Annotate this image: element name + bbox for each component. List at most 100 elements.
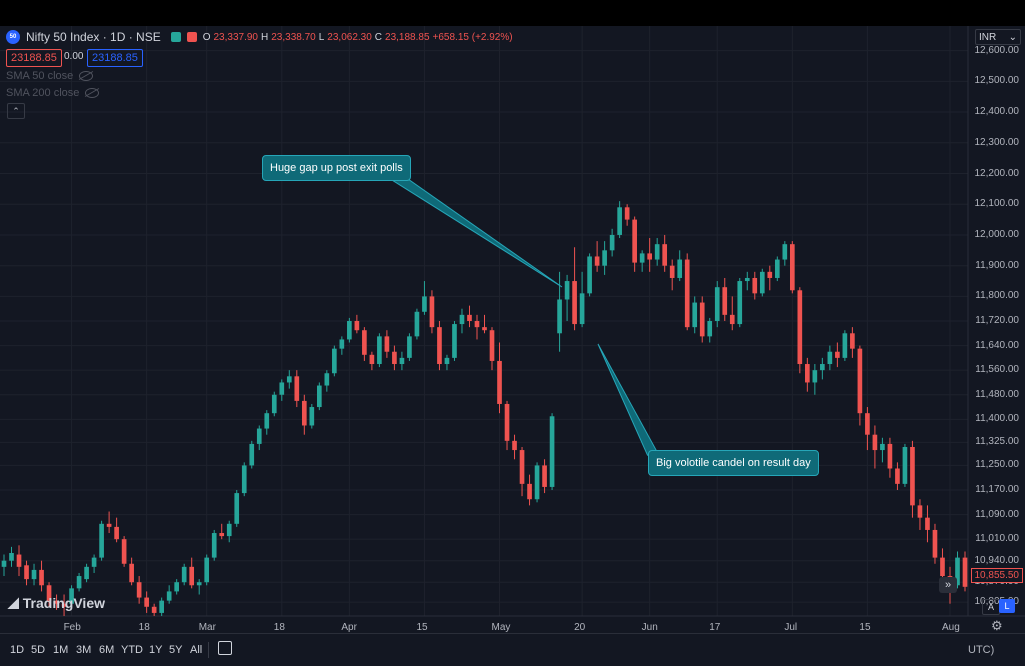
candle-body [234, 493, 240, 524]
eye-hidden-icon[interactable] [85, 88, 100, 98]
candle [497, 342, 502, 414]
buy-button[interactable]: 23188.85 [87, 49, 143, 67]
candle [46, 582, 52, 607]
log-scale-button[interactable]: L [999, 599, 1015, 613]
candle-body [377, 336, 382, 365]
candle [114, 517, 119, 543]
candle [902, 443, 908, 487]
candle [332, 345, 337, 377]
eye-hidden-icon[interactable] [79, 71, 94, 81]
time-tick-label: 17 [709, 622, 721, 633]
tf-1y[interactable]: 1Y [149, 644, 163, 656]
candle-body [159, 600, 164, 613]
candle-body [219, 533, 225, 537]
calendar-icon[interactable] [218, 641, 232, 655]
candle-body [602, 250, 607, 266]
candle-body [669, 265, 675, 278]
candle [31, 563, 37, 586]
candle-body [99, 523, 104, 558]
tf-3m[interactable]: 3M [76, 644, 92, 656]
candle-body [827, 351, 833, 365]
price-tick-label: 11,480.00 [975, 388, 1019, 400]
currency-select[interactable]: INR ⌄ [975, 29, 1021, 45]
candle-body [504, 403, 510, 441]
candle [61, 594, 67, 616]
candle [842, 330, 848, 361]
candle-body [662, 244, 668, 266]
candle [234, 490, 240, 527]
tf-6m[interactable]: 6M [99, 644, 115, 656]
candle-body [865, 413, 870, 435]
tf-5y[interactable]: 5Y [169, 644, 183, 656]
divider [208, 642, 209, 658]
flag-icon[interactable] [186, 32, 197, 42]
symbol-title[interactable]: Nifty 50 Index · 1D · NSE [26, 30, 161, 44]
sma-200-indicator[interactable]: SMA 200 close [6, 87, 100, 99]
candle-body [759, 271, 765, 294]
candle [774, 256, 780, 282]
symbol-badge: 50 [6, 30, 20, 44]
candle [54, 594, 59, 610]
candle-body [459, 314, 465, 325]
candle-body [1, 560, 7, 567]
candle [69, 585, 74, 607]
candle-body [324, 373, 330, 386]
chart-area[interactable]: 50 Nifty 50 Index · 1D · NSE O 23,337.90 … [0, 26, 1025, 666]
candle-body [16, 554, 22, 567]
gear-icon[interactable]: ⚙ [991, 618, 1003, 633]
candle-body [940, 557, 945, 577]
scroll-to-realtime-button[interactable]: » [939, 577, 957, 593]
candle-body [737, 281, 743, 325]
candle-body [467, 314, 472, 321]
candle-body [835, 351, 840, 358]
candle-body [932, 529, 938, 558]
tf-1m[interactable]: 1M [53, 644, 69, 656]
annotation-exit-polls[interactable]: Huge gap up post exit polls [262, 155, 411, 181]
tf-5d[interactable]: 5D [31, 644, 46, 656]
candle-body [317, 385, 322, 408]
timezone-label[interactable]: UTC) [968, 644, 995, 656]
collapse-legend-button[interactable]: ⌃ [7, 103, 25, 119]
change-value: +658.15 (+2.92%) [432, 31, 513, 43]
candlestick-chart[interactable] [0, 26, 1025, 666]
candle-body [542, 465, 547, 487]
time-tick-label: 15 [859, 622, 871, 633]
candle [812, 364, 818, 395]
candle-body [76, 576, 82, 589]
candle-body [767, 271, 773, 278]
candle [422, 281, 427, 315]
price-tick-label: 11,640.00 [975, 339, 1019, 351]
time-tick-label: Jul [784, 622, 798, 633]
candle-body [895, 468, 900, 484]
candle [722, 277, 728, 321]
sma-200-label: SMA 200 close [6, 87, 80, 99]
candle [527, 474, 532, 506]
candle [301, 394, 307, 435]
tradingview-logo[interactable]: ◢ TradingView [8, 594, 105, 611]
candle-body [211, 533, 217, 558]
tf-all[interactable]: All [190, 644, 203, 656]
auto-scale-button[interactable]: A [982, 599, 1000, 615]
candle-body [347, 321, 352, 340]
sell-button[interactable]: 23188.85 [6, 49, 62, 67]
candle-body [789, 244, 795, 291]
candle-body [564, 281, 570, 300]
candle [865, 407, 870, 451]
price-tick-label: 11,325.00 [975, 436, 1019, 448]
tf-1d[interactable]: 1D [10, 644, 25, 656]
candle [504, 400, 510, 451]
symbol-legend[interactable]: 50 Nifty 50 Index · 1D · NSE O 23,337.90 … [6, 30, 513, 44]
sma-50-indicator[interactable]: SMA 50 close [6, 70, 94, 82]
annotation-result-day[interactable]: Big volotile candel on result day [648, 450, 819, 476]
candle-body [527, 483, 532, 500]
candle-body [121, 539, 127, 564]
candle [39, 560, 44, 592]
tf-ytd[interactable]: YTD [121, 644, 143, 656]
price-tick-label: 12,200.00 [974, 167, 1020, 179]
candle [534, 462, 540, 503]
candle [226, 520, 232, 543]
candle [579, 271, 585, 328]
candle-body [880, 443, 885, 451]
candle [249, 440, 255, 469]
price-tick-label: 12,500.00 [974, 75, 1020, 87]
